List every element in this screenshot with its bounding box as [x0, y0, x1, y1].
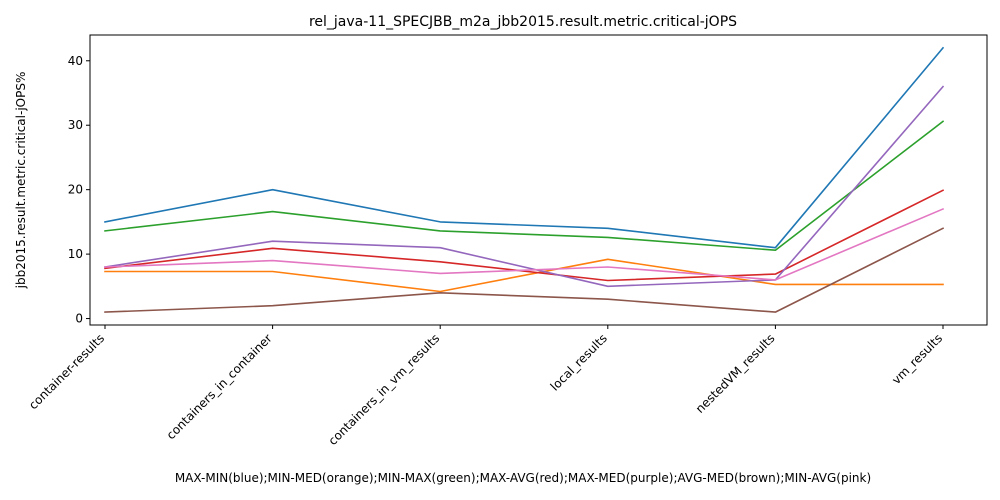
- series-line-0: [104, 46, 945, 249]
- y-tick-label: 30: [68, 118, 83, 132]
- x-tick-label: vm_results: [889, 331, 945, 387]
- y-tick-label: 0: [75, 312, 83, 326]
- y-tick-label: 10: [68, 247, 83, 261]
- y-axis-ticks: 0 10 20 30 40: [68, 54, 90, 326]
- plot-frame: [89, 34, 988, 326]
- x-axis-label: MAX-MIN(blue);MIN-MED(orange);MIN-MAX(gr…: [175, 471, 871, 485]
- series-line-6: [104, 207, 945, 281]
- x-tick-label: local_results: [548, 331, 610, 393]
- series-line-1: [104, 258, 944, 293]
- x-tick-label: container-results: [26, 331, 107, 412]
- x-tick-label: containers_in_vm_results: [326, 331, 443, 448]
- series-line-2: [104, 120, 945, 251]
- y-tick-label: 40: [68, 54, 83, 68]
- chart-title: rel_java-11_SPECJBB_m2a_jbb2015.result.m…: [309, 14, 737, 30]
- x-axis-ticks: container-results containers_in_container…: [26, 325, 945, 448]
- series-line-3: [104, 189, 945, 282]
- series-line-4: [104, 85, 945, 288]
- y-axis-label: jbb2015.result.metric.critical-jOPS%: [14, 72, 28, 290]
- x-tick-label: containers_in_container: [164, 331, 275, 442]
- series-line-5: [104, 227, 945, 313]
- y-tick-label: 20: [68, 183, 83, 197]
- series-lines: [104, 46, 945, 313]
- x-tick-label: nestedVM_results: [693, 331, 778, 416]
